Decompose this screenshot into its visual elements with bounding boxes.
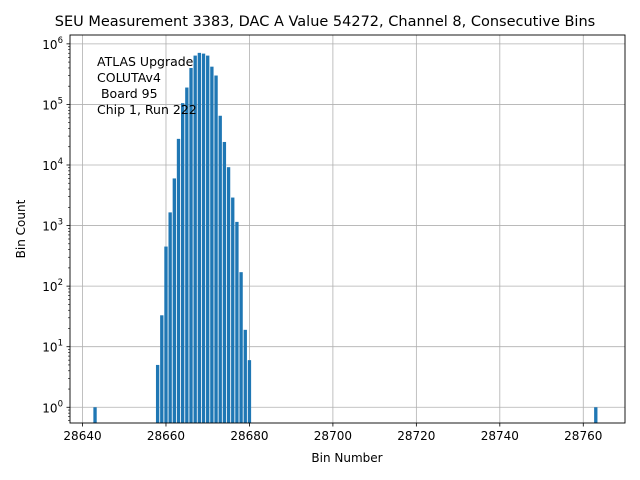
bar [93,407,97,423]
annotation-line-3: Board 95 [97,86,158,101]
x-tick-label: 28720 [397,429,435,443]
bar [193,55,197,424]
x-tick-label: 28740 [481,429,519,443]
annotation-box: ATLAS Upgrade COLUTAv4 Board 95 Chip 1, … [97,54,197,117]
plot-frame [69,34,626,424]
bar [168,212,172,423]
y-tick-label: 102 [42,278,63,294]
annotation-line-2: COLUTAv4 [97,70,161,85]
bar-series [93,52,598,424]
bar [172,178,176,423]
bar [214,75,218,423]
annotation-line-4: Chip 1, Run 222 [97,102,197,117]
x-tick-label: 28700 [314,429,352,443]
bar [189,67,193,423]
bar [218,115,222,424]
x-tick-label: 28660 [147,429,185,443]
bar [247,360,252,423]
bar [594,407,598,423]
x-tick-label: 28760 [564,429,602,443]
bar [181,103,185,423]
y-tick-label: 101 [42,339,63,355]
y-axis-ticks: 100 101 102 103 104 105 106 [42,36,70,422]
bar [155,364,160,423]
bar [206,55,210,424]
bar [160,315,164,423]
y-tick-label: 100 [42,399,63,415]
bar [176,138,181,423]
x-axis-ticks: 28640 28660 28680 28700 28720 28740 28760 [63,423,602,443]
y-axis-label: Bin Count [14,199,28,258]
bar [239,272,243,423]
bar [197,52,202,424]
y-tick-label: 105 [42,96,63,112]
bar [222,141,227,424]
annotation-line-1: ATLAS Upgrade [97,54,194,69]
bar [226,167,231,423]
bar [243,329,247,423]
bar [210,66,214,423]
x-axis-label: Bin Number [311,451,382,465]
y-tick-label: 104 [42,157,63,173]
bar [164,246,168,423]
x-tick-label: 28680 [230,429,268,443]
bar [231,197,235,423]
chart-title: SEU Measurement 3383, DAC A Value 54272,… [55,14,595,30]
bar [185,87,189,424]
y-tick-label: 103 [42,218,63,234]
bar [235,221,239,423]
y-tick-label: 106 [42,36,63,52]
x-tick-label: 28640 [63,429,101,443]
bar [201,53,206,423]
